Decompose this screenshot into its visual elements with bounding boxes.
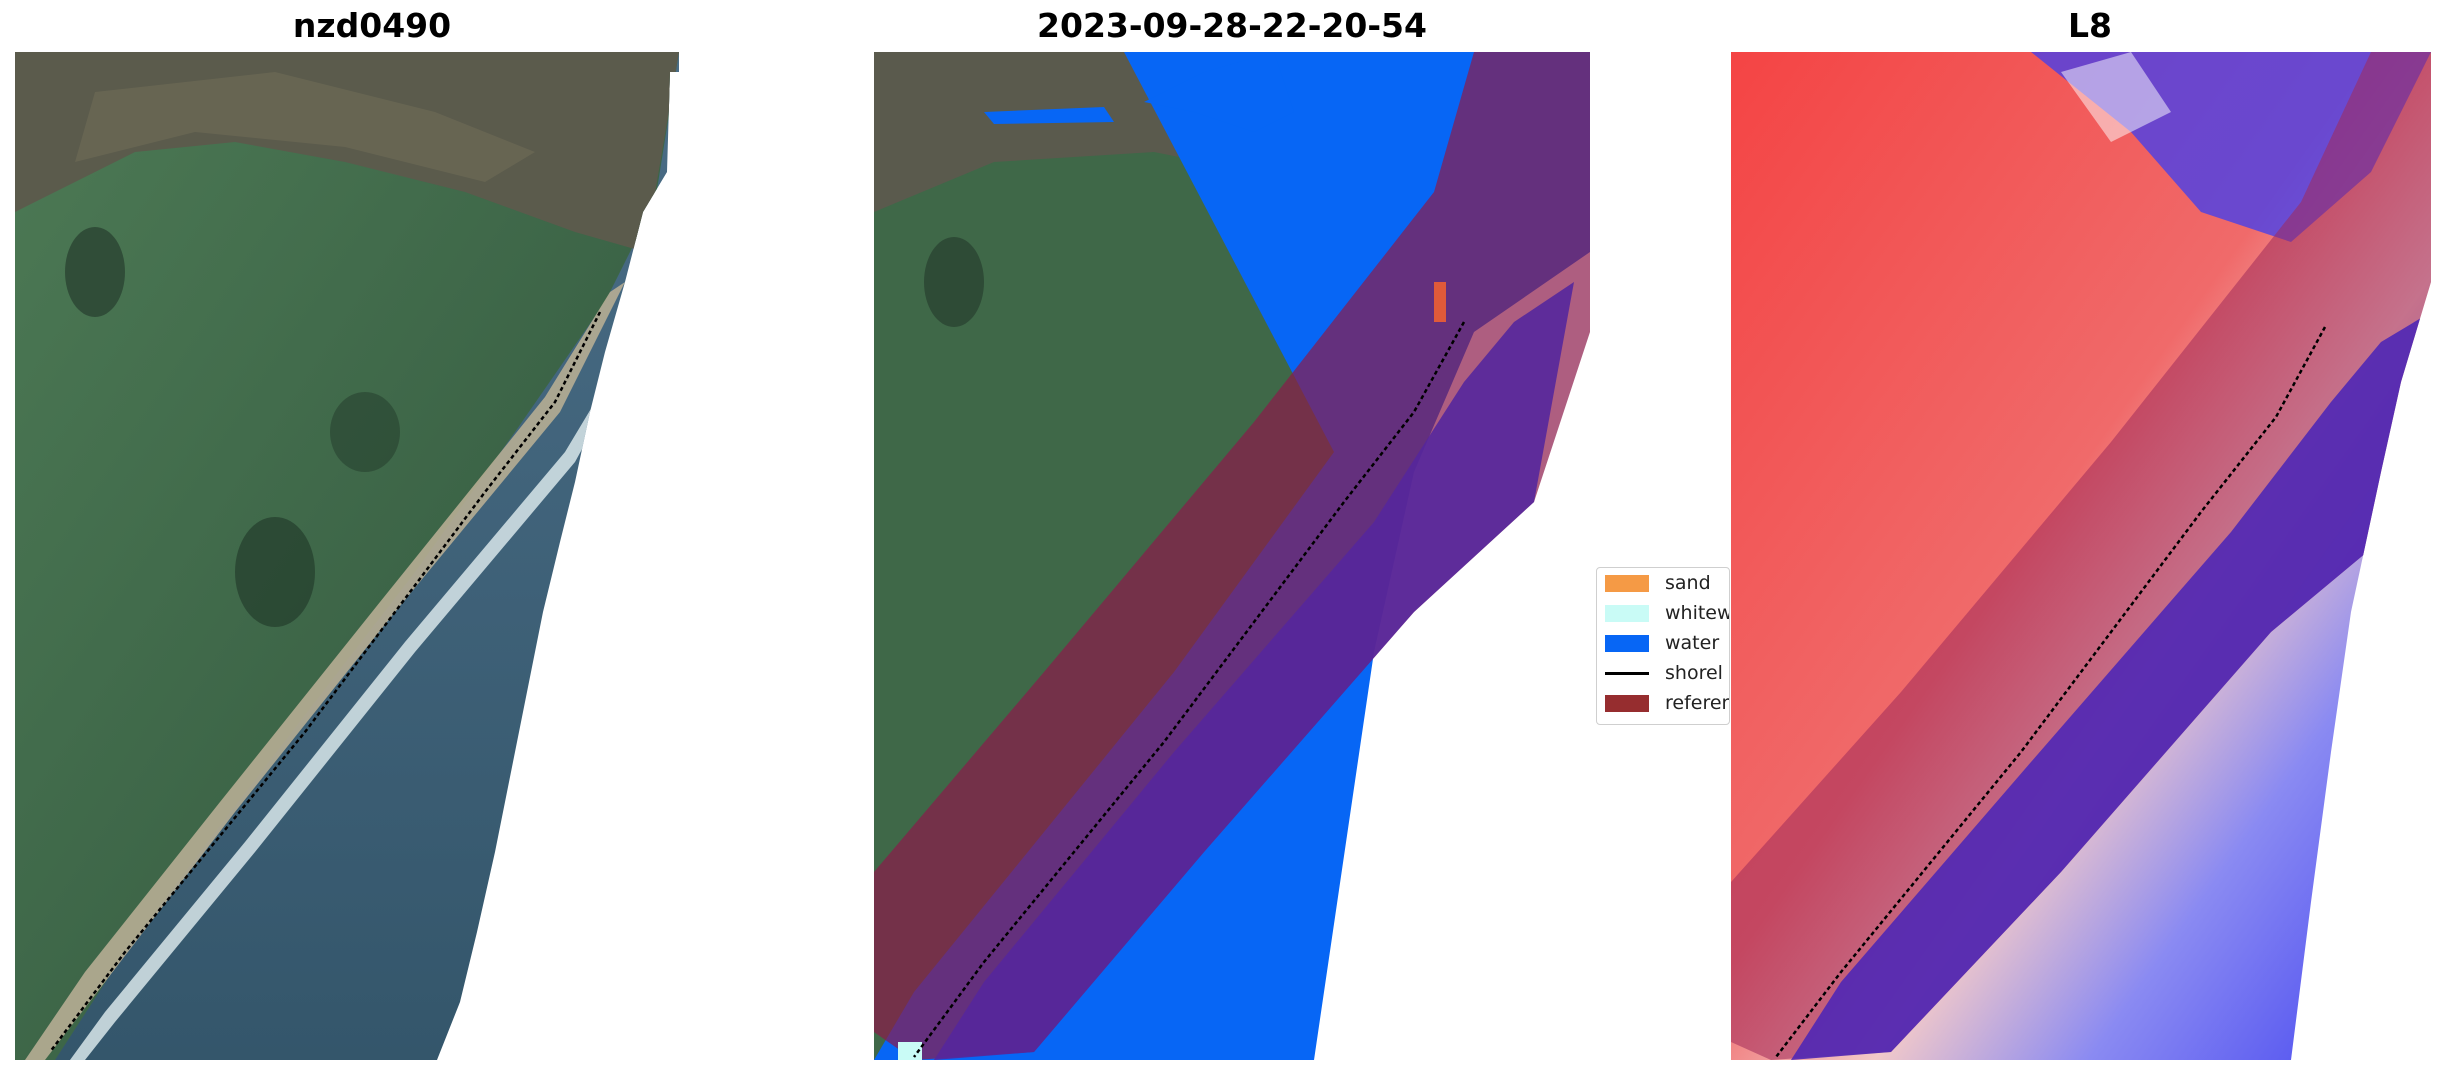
index-image	[1731, 52, 2431, 1060]
legend-label: sand	[1665, 572, 1711, 594]
shoreline-path	[1775, 326, 2327, 1058]
legend-swatch	[1605, 634, 1649, 652]
legend-item-water: water	[1605, 630, 1719, 656]
legend-label: referen	[1665, 692, 1730, 714]
legend-item-whitewater: whitew	[1605, 600, 1730, 626]
panel-title-index: L8	[2068, 6, 2112, 45]
legend-item-shoreline: shorel	[1605, 660, 1723, 686]
classification-image	[874, 52, 1590, 1060]
legend-label: whitew	[1665, 602, 1730, 624]
legend-swatch	[1605, 671, 1649, 675]
rgb-image	[15, 52, 679, 1060]
legend-item-reference: referen	[1605, 690, 1730, 716]
rgb-image-panel	[15, 52, 679, 1060]
legend-item-sand: sand	[1605, 570, 1711, 596]
legend: sand whitew water shorel referen	[1596, 567, 1730, 725]
legend-label: shorel	[1665, 662, 1723, 684]
panel-title-classification: 2023-09-28-22-20-54	[1037, 6, 1427, 45]
shoreline-path	[49, 311, 602, 1053]
legend-swatch	[1605, 604, 1649, 622]
index-panel	[1731, 52, 2447, 1060]
legend-swatch	[1605, 694, 1649, 712]
legend-swatch	[1605, 574, 1649, 592]
panel-title-rgb: nzd0490	[292, 6, 452, 45]
legend-label: water	[1665, 632, 1720, 654]
classification-panel	[874, 52, 1590, 1060]
shoreline-path	[912, 321, 1466, 1058]
